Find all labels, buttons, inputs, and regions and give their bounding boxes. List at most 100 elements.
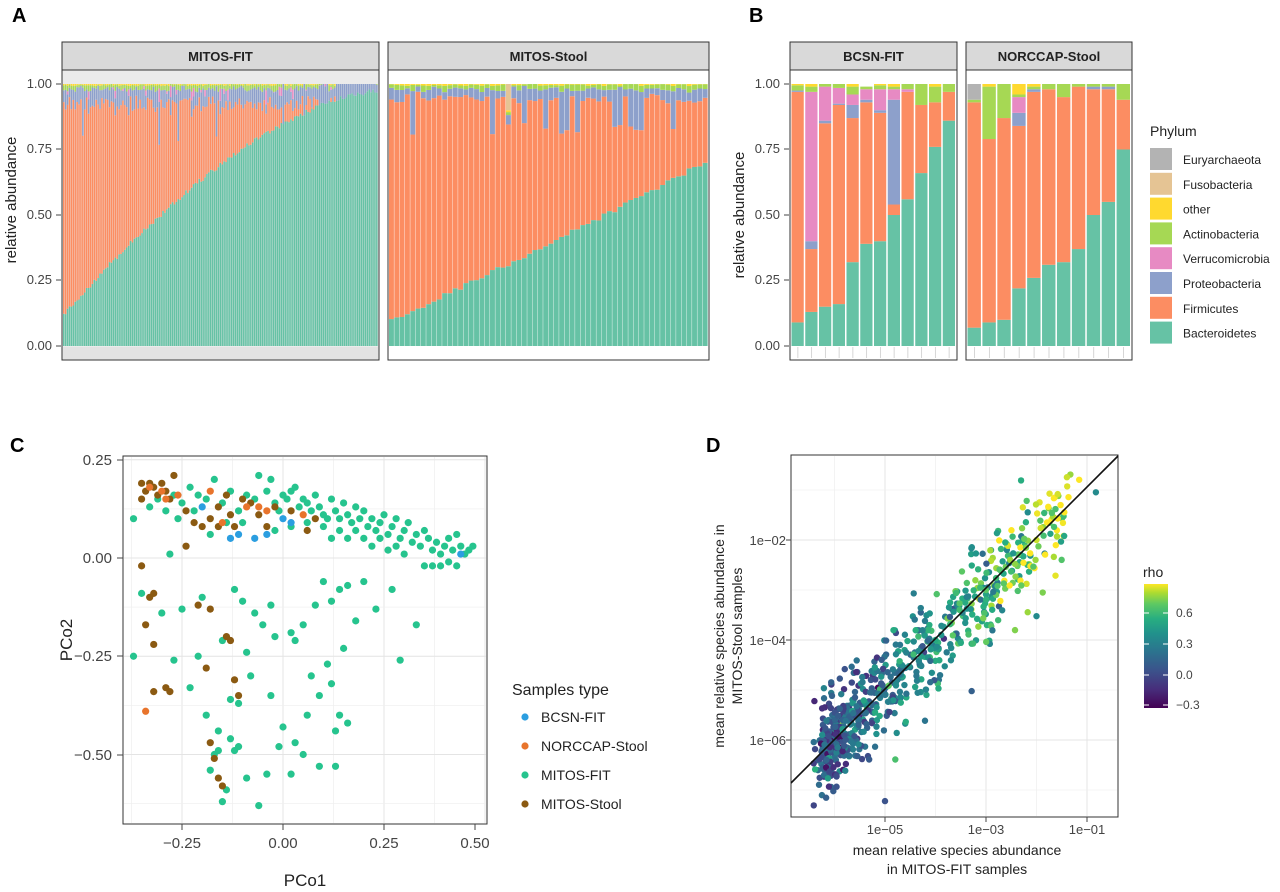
- mitos-fit-bar-75-actinobacteria: [206, 84, 208, 90]
- mitos-fit-bar-1-bacteroidetes: [64, 314, 67, 346]
- mitos-stool-bar-7-actinobacteria: [426, 85, 432, 90]
- pcoa-point-mitos-fit-69: [428, 562, 437, 570]
- mitos-fit-bar-93-proteobacteria: [240, 86, 243, 105]
- panel-letter-d: D: [706, 435, 720, 457]
- mitos-stool-bar-53-actinobacteria: [670, 85, 676, 92]
- mitos-fit-bar-80-proteobacteria: [215, 86, 218, 137]
- mitos-fit-bar-18-firmicutes: [97, 104, 99, 279]
- mitos-stool-bar-52-other: [665, 84, 671, 85]
- mitos-fit-bar-41-proteobacteria: [141, 89, 143, 109]
- mitos-fit-bar-102-proteobacteria: [257, 86, 260, 103]
- mitos-fit-bar-42-other: [143, 84, 145, 85]
- mitos-stool-bar-31-other: [553, 84, 559, 86]
- pcoa-point-mitos-fit-139: [344, 719, 352, 727]
- mitos-fit-bar-10-bacteroidetes: [82, 295, 84, 346]
- panel-b-ytick-2: 0.50: [755, 207, 780, 222]
- bcsn-fit-bar-10-actinobacteria: [929, 86, 942, 103]
- mitos-fit-bar-43-proteobacteria: [145, 95, 147, 110]
- mitos-fit-bar-61-proteobacteria: [179, 90, 181, 101]
- mitos-fit-bar-116-other: [284, 84, 286, 86]
- pcoa-ytick-2: −0.25: [74, 648, 112, 665]
- mitos-stool-bar-16-other: [474, 84, 479, 85]
- mitos-fit-bar-125-other: [301, 84, 304, 86]
- abundance-point: [830, 787, 837, 795]
- mitos-fit-bar-132-other: [315, 84, 317, 85]
- mitos-stool-bar-37-other: [585, 84, 591, 86]
- mitos-fit-bar-37-actinobacteria: [133, 85, 136, 90]
- mitos-fit-bar-86-bacteroidetes: [227, 157, 229, 346]
- mitos-fit-bar-20-bacteroidetes: [101, 273, 103, 346]
- mitos-fit-bar-117-bacteroidetes: [286, 121, 288, 346]
- mitos-fit-bar-111-proteobacteria: [274, 91, 277, 105]
- mitos-stool-bar-2-proteobacteria: [399, 90, 405, 102]
- pcoa-point-mitos-fit-17: [267, 475, 275, 483]
- mitos-fit-bar-55-firmicutes: [168, 99, 170, 208]
- mitos-stool-bar-56-other: [686, 84, 692, 87]
- mitos-fit-bar-87-bacteroidetes: [229, 157, 231, 346]
- mitos-fit-bar-123-firmicutes: [297, 109, 300, 117]
- mitos-fit-bar-78-actinobacteria: [211, 84, 214, 89]
- abundance-point: [927, 646, 934, 653]
- pcoa-point-mitos-fit-1: [146, 503, 154, 511]
- mitos-fit-bar-29-proteobacteria: [118, 88, 120, 110]
- mitos-fit-bar-67-firmicutes: [190, 116, 193, 188]
- mitos-stool-bar-39-other: [596, 84, 602, 85]
- abundance-point: [950, 608, 957, 615]
- abundance-point: [820, 695, 828, 702]
- mitos-fit-bar-26-proteobacteria: [112, 89, 115, 103]
- abundance-point: [840, 742, 848, 750]
- pcoa-point-mitos-fit-82: [344, 534, 352, 542]
- mitos-stool-bar-40-bacteroidetes: [601, 213, 607, 346]
- mitos-fit-bar-13-proteobacteria: [87, 99, 90, 114]
- mitos-fit-bar-108-actinobacteria: [269, 85, 271, 89]
- bcsn-fit-bar-8-firmicutes: [901, 91, 914, 200]
- abundance-point-sample-14: [811, 697, 818, 705]
- mitos-fit-bar-156-proteobacteria: [360, 84, 363, 95]
- mitos-stool-bar-32-proteobacteria: [559, 91, 565, 134]
- abundance-point: [1018, 525, 1026, 532]
- mitos-fit-bar-81-firmicutes: [217, 100, 220, 168]
- bars-mitos-stool: [389, 84, 708, 346]
- norccap-stool-bar-2-bacteroidetes: [997, 319, 1011, 346]
- panel-b-ytick-0: 0.00: [755, 338, 780, 353]
- mitos-fit-bar-89-firmicutes: [232, 107, 235, 154]
- mitos-fit-bar-4-bacteroidetes: [70, 306, 73, 346]
- abundance-point: [842, 717, 849, 724]
- mitos-stool-bar-12-actinobacteria: [452, 84, 458, 88]
- mitos-fit-bar-103-proteobacteria: [259, 90, 262, 103]
- mitos-fit-bar-61-other: [179, 84, 181, 86]
- pcoa-point-mitos-fit-96: [198, 593, 206, 601]
- mitos-fit-bar-104-actinobacteria: [261, 85, 264, 92]
- mitos-stool-bar-38-bacteroidetes: [591, 220, 596, 346]
- pcoa-point-mitos-fit-23: [291, 483, 299, 491]
- pcoa-point-mitos-fit-99: [251, 609, 259, 617]
- pcoa-point-mitos-fit-28: [311, 491, 319, 499]
- pcoa-point-mitos-stool-31: [142, 621, 150, 629]
- phylum-legend-label-actinobacteria: Actinobacteria: [1183, 227, 1259, 241]
- mitos-fit-bar-31-bacteroidetes: [122, 252, 124, 346]
- mitos-fit-bar-62-actinobacteria: [181, 84, 183, 86]
- bcsn-fit-bar-4-other: [846, 84, 859, 87]
- mitos-fit-bar-93-other: [240, 84, 243, 85]
- mitos-fit-bar-94-actinobacteria: [242, 85, 244, 88]
- bcsn-fit-bar-6-actinobacteria: [874, 85, 887, 90]
- pcoa-point-mitos-fit-98: [239, 597, 247, 605]
- pcoa-point-mitos-fit-86: [206, 530, 214, 539]
- mitos-stool-bar-59-proteobacteria: [702, 89, 708, 98]
- mitos-fit-bar-85-proteobacteria: [225, 91, 227, 102]
- mitos-stool-bar-32-firmicutes: [559, 133, 565, 237]
- mitos-fit-bar-152-bacteroidetes: [353, 95, 355, 346]
- abundance-point: [871, 664, 879, 671]
- mitos-fit-bar-62-proteobacteria: [181, 85, 183, 101]
- abundance-point: [962, 619, 969, 627]
- mitos-fit-bar-65-proteobacteria: [187, 89, 189, 100]
- panel-c: 0.25 0.00 −0.25 −0.50 −0.25 0.00 0.25 0.…: [57, 452, 648, 890]
- abundance-point: [873, 730, 880, 738]
- pcoa-point-mitos-fit-133: [291, 739, 299, 747]
- mitos-fit-bar-132-bacteroidetes: [315, 105, 317, 347]
- mitos-stool-bar-0-bacteroidetes: [389, 319, 394, 346]
- mitos-fit-bar-84-verrucomicrobia: [223, 88, 225, 94]
- mitos-stool-bar-9-other: [436, 84, 442, 86]
- mitos-stool-bar-33-firmicutes: [564, 130, 570, 236]
- mitos-fit-bar-77-proteobacteria: [210, 89, 212, 104]
